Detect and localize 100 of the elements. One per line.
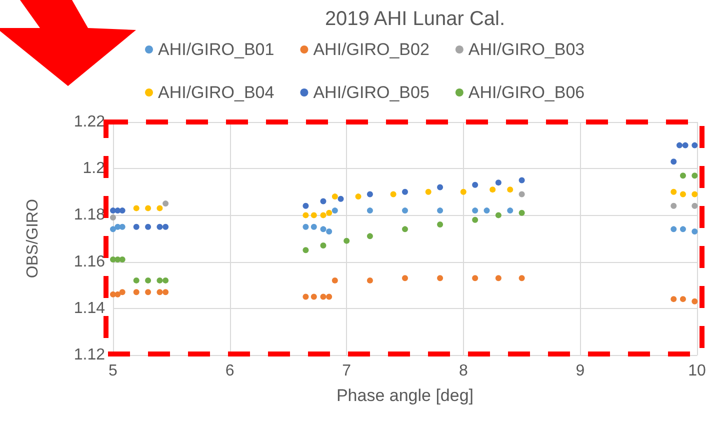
point	[692, 142, 698, 148]
point	[402, 208, 408, 214]
point	[495, 212, 502, 218]
point	[145, 277, 152, 284]
y-tick-label: 1.14	[74, 300, 106, 317]
x-tick-label: 5	[108, 362, 118, 380]
point	[437, 184, 444, 190]
point	[320, 212, 326, 218]
point	[302, 224, 309, 230]
point	[355, 194, 362, 200]
point	[145, 205, 152, 212]
point	[692, 172, 698, 179]
point	[670, 158, 677, 165]
point	[162, 277, 169, 284]
point	[670, 202, 677, 209]
y-tick-label: 1.18	[74, 206, 106, 224]
y-tick-label: 1.12	[74, 346, 106, 364]
point	[366, 233, 373, 240]
point	[302, 247, 309, 254]
point	[402, 275, 408, 282]
point	[302, 202, 309, 209]
point	[495, 180, 502, 186]
x-tick-label: 8	[458, 362, 468, 380]
point	[338, 196, 344, 202]
point	[425, 188, 432, 195]
point	[366, 277, 373, 284]
point	[119, 289, 126, 296]
point	[145, 289, 152, 296]
point	[344, 238, 350, 244]
point	[460, 188, 466, 195]
point	[692, 191, 698, 198]
point	[162, 289, 169, 296]
x-tick-label: 10	[688, 362, 706, 380]
point	[507, 186, 514, 193]
point	[680, 172, 686, 179]
point	[326, 294, 332, 300]
point	[692, 202, 698, 209]
point	[133, 289, 140, 296]
point	[302, 212, 309, 218]
point	[680, 296, 686, 302]
point	[518, 210, 525, 216]
point	[133, 224, 140, 230]
point	[680, 191, 686, 198]
point	[484, 208, 490, 214]
point	[110, 226, 116, 232]
point	[402, 188, 408, 195]
point	[472, 275, 478, 282]
point	[162, 224, 169, 230]
point	[692, 228, 698, 235]
point	[310, 212, 317, 218]
point	[518, 191, 525, 198]
point	[670, 296, 677, 302]
legend-label: AHI/GIRO_B03	[468, 40, 585, 59]
point	[114, 291, 121, 298]
point	[302, 294, 309, 300]
x-tick-label: 6	[225, 362, 234, 380]
legend-label: AHI/GIRO_B05	[313, 83, 430, 102]
x-tick-label: 9	[576, 362, 585, 380]
point	[326, 210, 332, 216]
point	[156, 289, 163, 296]
point	[670, 188, 677, 195]
point	[133, 205, 140, 212]
y-tick-label: 1.16	[74, 253, 106, 270]
point	[670, 226, 677, 232]
point	[310, 224, 317, 230]
point	[676, 142, 682, 148]
point	[507, 208, 514, 214]
chart-title: 2019 AHI Lunar Cal.	[324, 8, 506, 30]
y-axis-title: OBS/GIRO	[24, 198, 42, 278]
point	[692, 298, 698, 304]
point	[518, 275, 525, 282]
point	[133, 277, 140, 284]
point	[518, 177, 525, 184]
point	[402, 226, 408, 232]
point	[490, 186, 496, 193]
legend-label: AHI/GIRO_B01	[158, 40, 274, 59]
point	[332, 208, 338, 214]
point	[366, 191, 373, 198]
point	[390, 191, 396, 198]
point	[332, 277, 338, 284]
point	[437, 208, 444, 214]
point	[320, 294, 326, 300]
legend-label: AHI/GIRO_B04	[158, 83, 274, 102]
point	[110, 214, 116, 221]
point	[495, 275, 502, 282]
point	[682, 142, 688, 148]
point	[366, 208, 373, 214]
point	[156, 224, 163, 230]
point	[320, 226, 326, 232]
point	[472, 182, 478, 188]
point	[162, 200, 169, 207]
point	[326, 228, 332, 235]
point	[332, 194, 338, 200]
legend-label: AHI/GIRO_B02	[313, 40, 430, 59]
point	[320, 242, 326, 248]
point	[145, 224, 152, 230]
point	[320, 198, 326, 204]
point	[472, 208, 478, 214]
legend-label: AHI/GIRO_B06	[468, 83, 585, 102]
y-tick-label: 1.22	[74, 114, 106, 130]
